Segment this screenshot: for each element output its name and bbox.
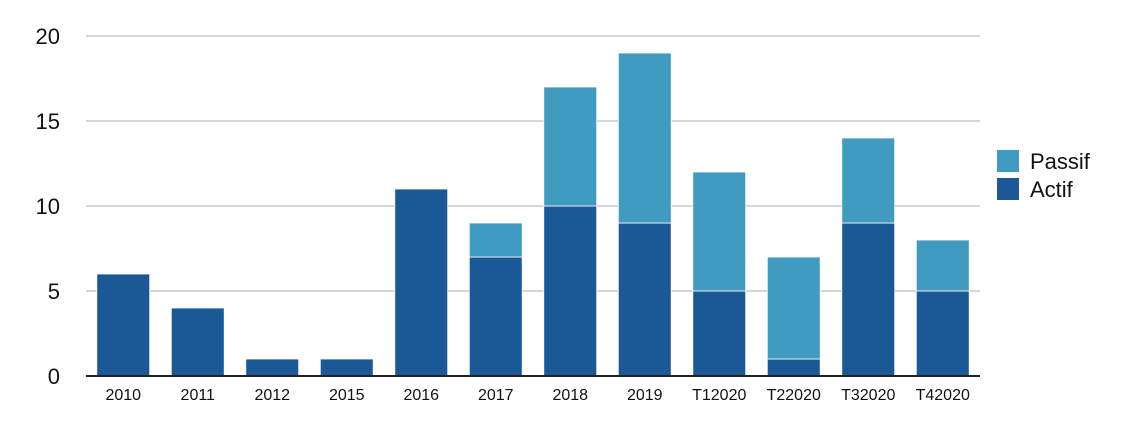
y-tick-label: 20 [36,24,60,49]
bar-passif-2018 [543,86,598,207]
y-tick-label: 0 [48,364,60,389]
bar-actif-2018 [543,205,598,377]
bar-actif-t22020 [766,358,821,377]
x-tick-label: 2015 [329,387,365,404]
x-tick-label: 2011 [181,387,216,404]
x-tick-label: T12020 [692,387,746,404]
legend-label-passif: Passif [1030,149,1091,174]
bar-actif-2016 [394,188,449,377]
legend-swatch-actif [997,178,1019,200]
x-tick-label: 2018 [552,387,588,404]
x-tick-label: T42020 [916,387,970,404]
bar-passif-2019 [617,52,672,224]
bar-actif-2010 [96,273,151,377]
bars [96,52,970,377]
bar-actif-2012 [245,358,300,377]
bar-passif-t32020 [841,137,896,224]
bar-actif-2019 [617,222,672,377]
x-tick-label: 2017 [478,387,514,404]
x-tick-label: T32020 [841,387,895,404]
legend-label-actif: Actif [1030,177,1074,202]
y-tick-label: 15 [36,109,60,134]
bar-actif-2017 [468,256,523,377]
bar-passif-t42020 [915,239,970,292]
gridlines [86,35,980,292]
x-axis-tick-labels: 2010 2011 2012 2015 2016 2017 2018 2019 T12020 T2… [105,387,970,404]
bar-passif-t22020 [766,256,821,360]
bar-actif-t12020 [692,290,747,377]
x-tick-label: 2019 [627,387,663,404]
x-tick-label: T22020 [767,387,821,404]
x-tick-label: 2010 [105,387,141,404]
y-tick-label: 10 [36,194,60,219]
x-tick-label: 2016 [403,387,439,404]
bar-actif-t32020 [841,222,896,377]
y-tick-label: 5 [48,279,60,304]
y-axis-tick-labels: 0 5 10 15 20 [36,24,60,389]
bar-actif-2011 [170,307,225,377]
bar-actif-2015 [319,358,374,377]
bar-passif-2017 [468,222,523,258]
x-tick-label: 2012 [254,387,290,404]
bar-actif-t42020 [915,290,970,377]
legend: Passif Actif [997,149,1091,202]
legend-swatch-passif [997,150,1019,172]
bar-passif-t12020 [692,171,747,292]
